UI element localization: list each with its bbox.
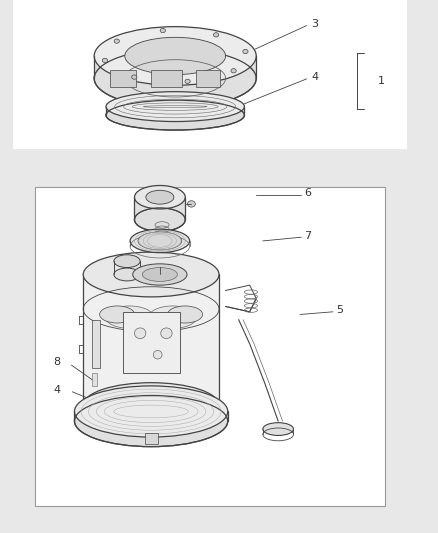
Bar [35,187,385,506]
Polygon shape [74,386,228,421]
Ellipse shape [187,201,195,207]
Ellipse shape [94,49,256,108]
Ellipse shape [105,306,153,328]
Polygon shape [106,92,244,115]
Ellipse shape [134,185,185,209]
Ellipse shape [263,423,293,435]
Ellipse shape [106,92,244,122]
Text: 4: 4 [311,72,318,82]
Ellipse shape [167,306,202,323]
Text: 8: 8 [53,358,60,367]
Polygon shape [134,185,185,220]
Text: 1: 1 [378,76,385,86]
Ellipse shape [153,351,162,359]
Ellipse shape [125,37,226,75]
Bar [151,70,182,87]
Ellipse shape [130,229,190,253]
Ellipse shape [161,328,172,338]
Text: 7: 7 [304,231,311,241]
Text: 3: 3 [311,19,318,29]
Ellipse shape [243,50,248,54]
Ellipse shape [231,69,236,73]
Bar [92,373,98,386]
Ellipse shape [99,306,134,323]
Text: 5: 5 [336,305,343,315]
Ellipse shape [83,383,219,427]
Ellipse shape [74,395,228,447]
Ellipse shape [114,39,120,43]
Bar [145,433,158,444]
Bar [92,320,100,368]
Text: 6: 6 [304,188,311,198]
Ellipse shape [74,386,228,437]
Ellipse shape [94,27,256,85]
Ellipse shape [134,208,185,231]
Ellipse shape [114,268,140,281]
Polygon shape [83,252,219,405]
Ellipse shape [133,264,187,285]
Polygon shape [94,27,256,78]
Ellipse shape [132,75,137,79]
Ellipse shape [142,268,177,281]
Ellipse shape [148,306,197,328]
Ellipse shape [106,100,244,130]
Bar [123,312,180,373]
Ellipse shape [134,328,146,338]
Bar [110,70,136,87]
Bar [196,70,220,87]
Ellipse shape [83,252,219,297]
Ellipse shape [138,232,182,250]
Ellipse shape [102,58,108,62]
Ellipse shape [213,33,219,37]
Ellipse shape [114,255,140,268]
Ellipse shape [185,79,190,84]
Text: 4: 4 [53,385,60,395]
Bar [13,0,407,149]
Ellipse shape [160,28,166,33]
Ellipse shape [146,190,174,204]
